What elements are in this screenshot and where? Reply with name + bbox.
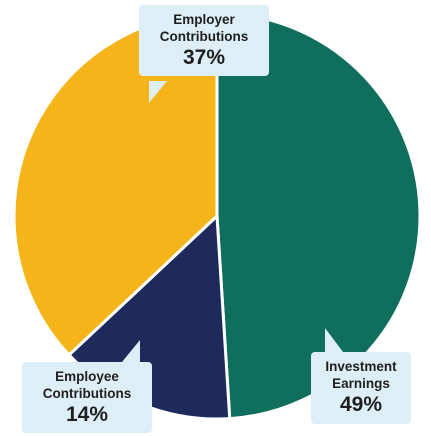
- slice-value-employee: 14%: [65, 403, 109, 426]
- callout-employee-contributions: Employee Contributions 14%: [22, 340, 152, 433]
- callout-investment-earnings: Investment Earnings 49%: [311, 328, 411, 424]
- slice-label-employee-line1: Employee: [55, 369, 119, 384]
- slice-label-employee-line2: Contributions: [42, 386, 132, 401]
- slice-label-employer-line2: Contributions: [159, 29, 249, 44]
- slice-label-employer-line1: Employer: [173, 12, 235, 27]
- callout-employer-contributions: Employer Contributions 37%: [139, 5, 269, 103]
- slice-label-investment-line2: Earnings: [332, 376, 390, 391]
- slice-value-employer: 37%: [182, 46, 226, 69]
- slice-label-investment-line1: Investment: [325, 359, 397, 374]
- slice-value-investment: 49%: [339, 393, 383, 416]
